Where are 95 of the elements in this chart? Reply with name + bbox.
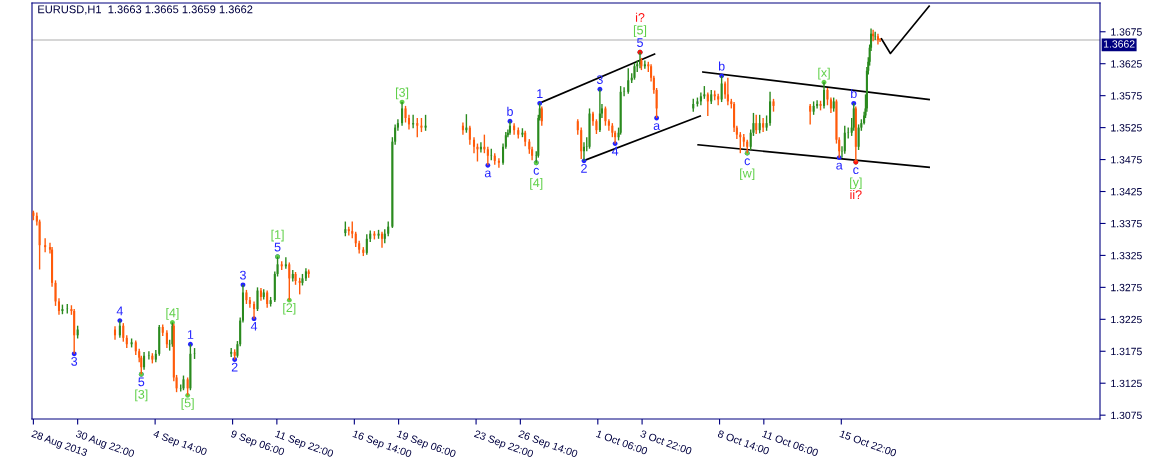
candlestick: [879, 37, 882, 43]
y-tick-label: 1.3275: [1111, 283, 1142, 292]
candlestick: [424, 114, 427, 132]
candlestick: [44, 237, 47, 253]
x-tick-label: 4 Sep 14:00: [152, 429, 208, 458]
candlestick: [377, 229, 380, 240]
candlestick: [365, 233, 368, 256]
y-tick-label: 1.3375: [1111, 219, 1142, 228]
candlestick: [301, 273, 304, 287]
candlestick: [497, 157, 500, 169]
candlestick: [696, 96, 699, 108]
y-tick-label: 1.3325: [1111, 251, 1142, 260]
y-tick-label: 1.3125: [1111, 379, 1142, 388]
candlestick: [816, 99, 819, 110]
series-label: [y]: [850, 177, 862, 190]
candlestick: [758, 114, 761, 135]
point: [185, 392, 191, 398]
series-label: 2: [581, 163, 587, 173]
series-label: 1: [537, 89, 543, 98]
series-label: 5: [637, 38, 643, 47]
candlestick: [769, 91, 772, 127]
candlestick: [762, 117, 765, 133]
series-label: [3]: [135, 389, 148, 402]
candlestick: [373, 230, 376, 241]
candlestick: [627, 67, 630, 95]
candlestick: [843, 124, 846, 155]
series-label: 5: [274, 242, 281, 252]
y-tick-label: 1.3625: [1111, 60, 1142, 68]
series-label: c: [533, 167, 540, 175]
series-label: [x]: [818, 67, 830, 80]
y-tick-label: 1.3525: [1111, 124, 1142, 132]
series-label: [1]: [271, 229, 284, 242]
candlestick: [284, 256, 287, 270]
series-label: a: [484, 170, 492, 178]
series-label: c: [853, 167, 859, 175]
series-label: 4: [250, 321, 258, 331]
y-tick-label: 1.3075: [1111, 411, 1142, 420]
series-label: b: [851, 88, 857, 99]
candlestick: [420, 117, 423, 133]
candlestick: [633, 62, 636, 81]
candlestick: [233, 348, 236, 361]
candlestick: [706, 91, 709, 117]
series-label: [2]: [283, 302, 296, 315]
candlestick: [857, 123, 860, 151]
series-label: 5: [138, 377, 145, 387]
candlestick: [151, 352, 154, 365]
series-label: 2: [231, 362, 238, 372]
candlestick: [186, 376, 189, 397]
y-tick-label: 1.3675: [1111, 28, 1142, 36]
x-tick-label: 15 Oct 22:00: [839, 429, 897, 457]
series-label: [5]: [633, 25, 647, 37]
series-label: b: [718, 61, 725, 71]
y-tick-label: 1.3575: [1111, 92, 1142, 100]
candlestick: [245, 289, 248, 305]
series-label: [5]: [181, 398, 194, 410]
text: i?: [635, 12, 645, 22]
series-label: 3: [71, 356, 78, 366]
candlestick: [380, 231, 384, 249]
candlestick: [819, 100, 822, 112]
candlestick: [812, 100, 815, 116]
candlestick: [344, 220, 347, 237]
candlestick: [809, 103, 812, 126]
series-label: 4: [611, 146, 619, 156]
candlestick: [772, 98, 775, 113]
candlestick: [468, 124, 471, 146]
y-tick-label: 1.3425: [1111, 188, 1142, 196]
chart-title: EURUSD,H1 1.3663 1.3665 1.3659 1.3662: [38, 5, 253, 15]
candlestick: [147, 350, 150, 361]
series-label: a: [836, 162, 843, 170]
candlestick: [122, 322, 125, 343]
candlestick: [256, 286, 259, 312]
y-tick-label: 1.3225: [1111, 315, 1142, 324]
text: ii?: [850, 189, 862, 199]
candlestick: [416, 117, 419, 138]
ref-line-label: 1.3662: [1104, 40, 1135, 48]
series-label: 1: [187, 330, 194, 339]
series-label: [3]: [396, 87, 409, 100]
series-label: [4]: [166, 308, 179, 320]
series-label: 4: [116, 306, 123, 316]
candlestick: [61, 303, 64, 315]
candlestick: [521, 127, 524, 138]
series-label: b: [507, 106, 513, 116]
series-label: c: [744, 158, 751, 166]
candlestick: [643, 59, 646, 70]
y-tick-label: 1.3175: [1111, 347, 1142, 356]
series-label: [w]: [740, 168, 755, 181]
candlestick: [755, 114, 758, 135]
y-tick-label: 1.3475: [1111, 156, 1142, 164]
candlestick: [130, 337, 133, 349]
candlestick: [248, 296, 251, 309]
candlestick: [269, 296, 272, 308]
series-label: [4]: [530, 178, 543, 190]
candlestick: [604, 105, 607, 127]
series-label: a: [653, 123, 661, 130]
series-label: 3: [239, 270, 246, 280]
